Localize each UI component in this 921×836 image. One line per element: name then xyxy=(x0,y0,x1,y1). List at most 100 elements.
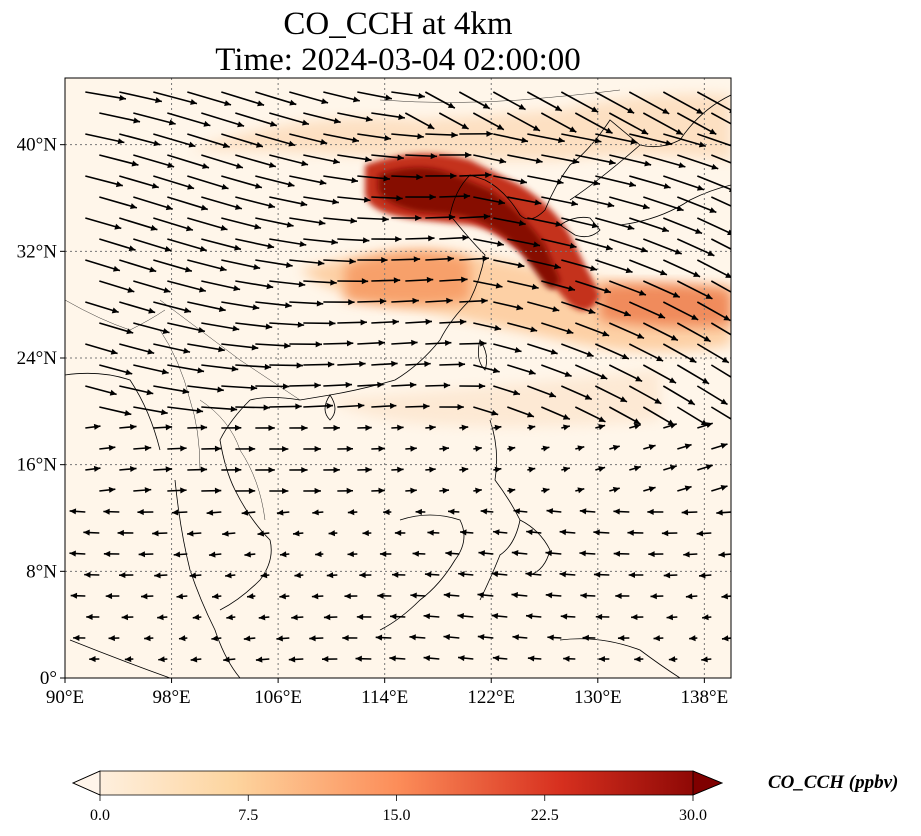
wind-arrow-head xyxy=(330,279,337,286)
wind-arrow-head xyxy=(663,183,671,189)
wind-arrow-head xyxy=(732,531,739,537)
wind-arrow-head xyxy=(557,137,565,144)
wind-arrow-head xyxy=(352,96,360,103)
wind-arrow-head xyxy=(480,340,487,347)
wind-arrow-head xyxy=(698,141,706,148)
wind-arrow-head xyxy=(234,244,241,251)
wind-arrow-head xyxy=(458,655,465,662)
wind-arrow-shaft xyxy=(676,112,717,136)
wind-arrow-head xyxy=(629,181,636,188)
wind-arrow-head xyxy=(546,508,554,515)
colorbar-ticks: 0.0 7.5 15.0 22.5 30.0 xyxy=(90,795,707,824)
wind-arrow-head xyxy=(86,613,93,621)
wind-arrow-head xyxy=(183,347,191,354)
wind-arrow-head xyxy=(352,136,359,143)
wind-arrow-shaft xyxy=(99,238,136,251)
wind-arrow-head xyxy=(641,128,649,135)
wind-arrow-head xyxy=(684,443,692,450)
wind-arrow-head xyxy=(168,119,176,126)
wind-arrow-head xyxy=(379,550,387,558)
wind-arrow-head xyxy=(314,487,321,495)
wind-arrow-head xyxy=(390,613,397,620)
wind-arrow-shaft xyxy=(201,322,240,331)
wind-arrow-head xyxy=(548,391,556,398)
wind-arrow-head xyxy=(214,487,222,494)
wind-arrow-head xyxy=(250,384,258,391)
wind-arrow-shaft xyxy=(269,154,309,166)
wind-arrow-head xyxy=(84,571,91,578)
wind-arrow-head xyxy=(320,138,328,145)
wind-arrow-head xyxy=(314,445,321,453)
wind-arrow-head xyxy=(442,487,450,494)
wind-arrow-head xyxy=(647,508,654,515)
wind-arrow-head xyxy=(742,128,749,134)
wind-arrow-head xyxy=(389,655,396,662)
plume-core xyxy=(378,167,560,289)
wind-arrow-head xyxy=(518,220,526,227)
wind-arrow-head xyxy=(111,307,119,314)
lat-tick-label: 40°N xyxy=(17,135,58,156)
wind-arrow-head xyxy=(754,356,761,362)
wind-arrow-head xyxy=(532,125,540,131)
wind-arrow-head xyxy=(222,530,229,537)
wind-arrow-head xyxy=(670,334,678,341)
wind-arrow-head xyxy=(482,255,489,262)
wind-arrow-shaft xyxy=(119,259,157,273)
wind-arrow-head xyxy=(542,487,550,494)
wind-arrow-head xyxy=(296,362,303,369)
wind-arrow-head xyxy=(737,294,744,300)
wind-arrow-shaft xyxy=(85,91,127,100)
wind-arrow-head xyxy=(430,153,438,160)
wind-arrow-shaft xyxy=(574,112,613,135)
wind-arrow-head xyxy=(285,302,292,309)
wind-arrow-shaft xyxy=(187,301,226,312)
wind-arrow-head xyxy=(743,165,750,171)
wind-arrow-shaft xyxy=(201,112,245,127)
wind-arrow-head xyxy=(321,98,329,105)
wind-arrow-head xyxy=(217,386,224,393)
wind-arrow-head xyxy=(766,376,773,382)
wind-arrow-head xyxy=(755,314,762,320)
wind-arrow-head xyxy=(566,328,574,335)
wind-arrow-head xyxy=(477,634,485,641)
wind-arrow-head xyxy=(493,529,500,536)
wind-arrow-head xyxy=(547,634,554,641)
wind-arrow-head xyxy=(119,94,126,101)
wind-arrow-shaft xyxy=(255,175,295,187)
wind-arrow-shaft xyxy=(167,322,206,333)
wind-arrow-shaft xyxy=(187,133,230,148)
wind-arrow-shaft xyxy=(255,91,297,106)
wind-arrow-head xyxy=(742,422,749,428)
wind-arrow-head xyxy=(691,314,699,320)
wind-arrow-head xyxy=(187,530,194,537)
wind-arrow-shaft xyxy=(609,238,649,253)
wind-arrow-head xyxy=(555,220,563,227)
wind-arrow-head xyxy=(633,465,641,472)
wind-arrow-shaft xyxy=(201,280,241,291)
wind-arrow-shaft xyxy=(85,175,123,187)
wind-arrow-head xyxy=(699,572,706,579)
wind-arrow-head xyxy=(393,277,401,284)
wind-arrow-head xyxy=(192,614,200,621)
wind-arrow-head xyxy=(346,340,354,347)
wind-arrow-head xyxy=(497,240,504,247)
wind-arrow-head xyxy=(669,422,677,429)
wind-arrow-head xyxy=(492,655,500,662)
wind-arrow-head xyxy=(128,245,136,252)
wind-arrow-head xyxy=(415,508,422,515)
wind-arrow-shaft xyxy=(119,91,163,103)
wind-arrow-head xyxy=(757,272,764,278)
wind-arrow-head xyxy=(264,363,272,370)
wind-arrow-head xyxy=(397,154,404,161)
wind-arrow-head xyxy=(200,466,208,473)
wind-arrow-head xyxy=(633,418,641,424)
wind-arrow-head xyxy=(494,466,502,473)
wind-arrow-head xyxy=(727,229,731,236)
wind-arrow-head xyxy=(284,342,291,349)
wind-arrow-head xyxy=(702,377,710,384)
wind-arrow-shaft xyxy=(629,301,666,319)
wind-arrow-head xyxy=(196,407,204,414)
wind-arrow-head xyxy=(508,445,516,452)
wind-arrow-shaft xyxy=(541,154,580,164)
wind-arrow-head xyxy=(681,509,689,516)
